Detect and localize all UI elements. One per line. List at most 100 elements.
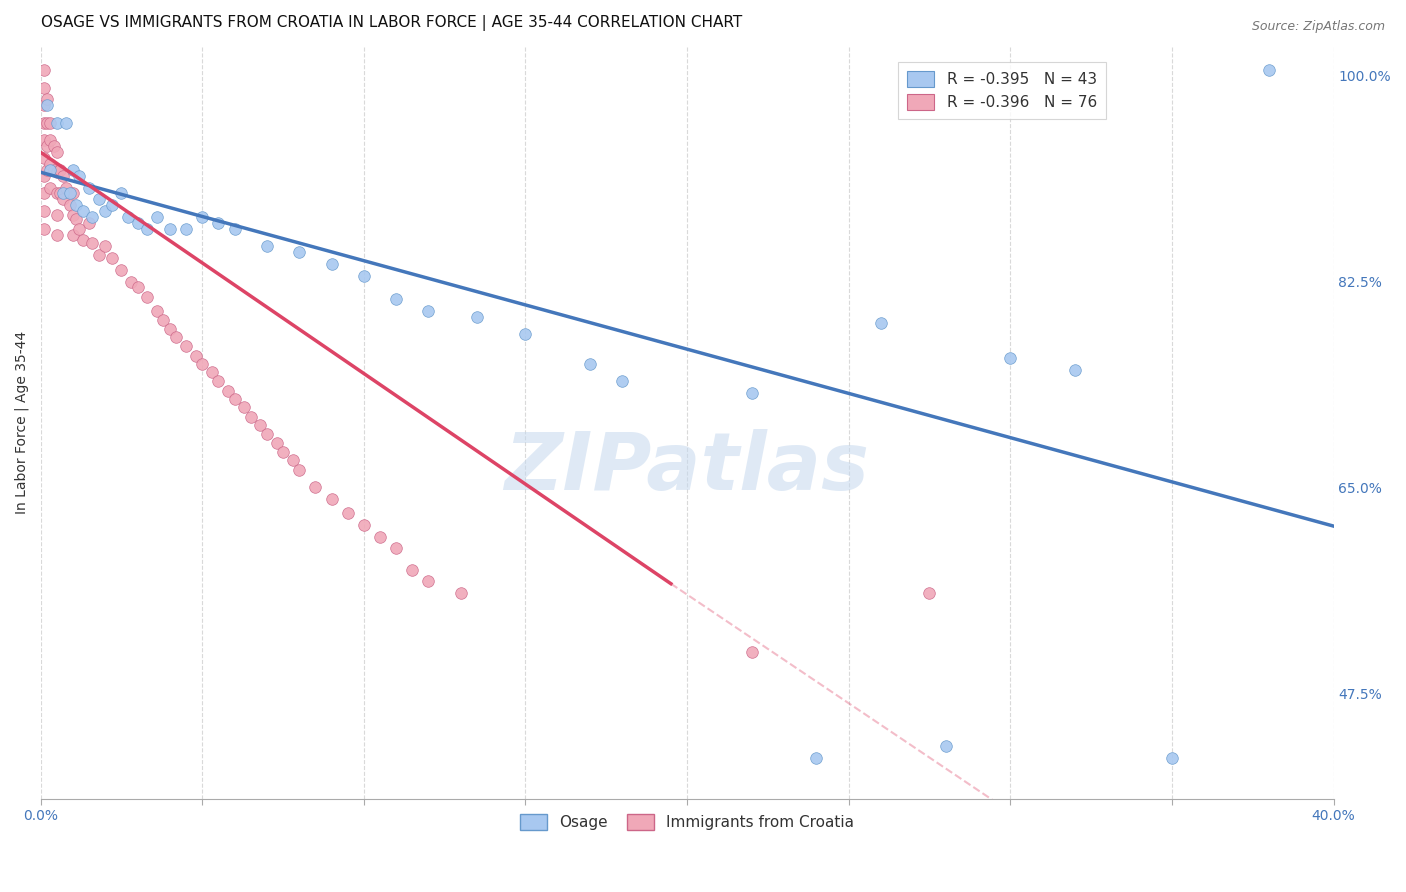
Point (174, 339, 197, 353)
Point (100, 251, 122, 265)
Point (59, 198, 82, 212)
Point (136, 221, 159, 235)
Y-axis label: In Labor Force | Age 35-44: In Labor Force | Age 35-44 (15, 331, 30, 514)
Point (418, 574, 440, 589)
Point (450, 586, 472, 600)
Point (256, 427, 278, 442)
Point (52, 186, 75, 201)
Point (191, 357, 214, 371)
Point (120, 275, 142, 289)
Point (45, 227, 67, 242)
Point (321, 491, 343, 506)
Point (146, 210, 169, 224)
Point (32, 98, 55, 112)
Point (77, 180, 100, 194)
Point (52, 192, 75, 206)
Point (110, 186, 132, 201)
Text: Source: ZipAtlas.com: Source: ZipAtlas.com (1251, 20, 1385, 33)
Point (146, 304, 169, 318)
Point (39, 134, 62, 148)
Point (42, 162, 65, 177)
Point (49, 162, 72, 177)
Point (224, 392, 246, 406)
Point (159, 321, 181, 335)
Point (336, 506, 359, 520)
Point (304, 480, 326, 494)
Point (288, 245, 311, 260)
Point (256, 239, 278, 253)
Point (266, 435, 288, 450)
Point (72, 234, 94, 248)
Point (62, 208, 84, 222)
Point (82, 235, 104, 250)
Point (385, 292, 408, 306)
Point (201, 365, 224, 379)
Legend: Osage, Immigrants from Croatia: Osage, Immigrants from Croatia (513, 807, 860, 837)
Point (515, 327, 537, 342)
Point (67, 221, 90, 235)
Point (32, 116, 55, 130)
Point (32, 169, 55, 183)
Point (741, 645, 763, 659)
Point (82, 210, 104, 224)
Point (32, 221, 55, 235)
Point (87, 192, 110, 206)
Point (239, 409, 262, 424)
Point (35, 162, 58, 177)
Point (35, 139, 58, 153)
Point (249, 417, 271, 432)
Point (918, 586, 941, 600)
Point (184, 349, 207, 363)
Point (45, 116, 67, 130)
Point (55, 180, 77, 194)
Point (65, 212, 87, 227)
Point (806, 750, 828, 764)
Point (288, 463, 311, 477)
Point (32, 204, 55, 219)
Point (39, 157, 62, 171)
Point (35, 98, 58, 112)
Point (35, 116, 58, 130)
Point (136, 290, 159, 304)
Point (45, 145, 67, 160)
Point (39, 180, 62, 194)
Point (100, 198, 122, 212)
Point (94, 204, 117, 219)
Point (35, 92, 58, 106)
Point (55, 116, 77, 130)
Point (271, 445, 294, 459)
Point (127, 216, 149, 230)
Point (59, 186, 82, 201)
Point (401, 563, 423, 577)
Point (62, 227, 84, 242)
Point (39, 116, 62, 130)
Point (72, 204, 94, 219)
Point (612, 375, 634, 389)
Point (174, 221, 197, 235)
Point (152, 313, 174, 327)
Point (385, 541, 408, 556)
Point (207, 375, 229, 389)
Point (32, 62, 55, 77)
Point (45, 186, 67, 201)
Point (45, 208, 67, 222)
Point (579, 357, 602, 371)
Point (32, 186, 55, 201)
Point (77, 216, 100, 230)
Point (32, 134, 55, 148)
Point (110, 262, 132, 277)
Point (418, 304, 440, 318)
Point (207, 216, 229, 230)
Point (233, 401, 256, 415)
Point (52, 169, 75, 183)
Point (465, 310, 488, 324)
Point (1000, 351, 1022, 365)
Point (1161, 750, 1184, 764)
Point (935, 739, 957, 753)
Point (281, 453, 304, 467)
Point (159, 221, 181, 235)
Point (117, 210, 139, 224)
Point (321, 257, 343, 271)
Text: OSAGE VS IMMIGRANTS FROM CROATIA IN LABOR FORCE | AGE 35-44 CORRELATION CHART: OSAGE VS IMMIGRANTS FROM CROATIA IN LABO… (41, 15, 742, 31)
Point (49, 186, 72, 201)
